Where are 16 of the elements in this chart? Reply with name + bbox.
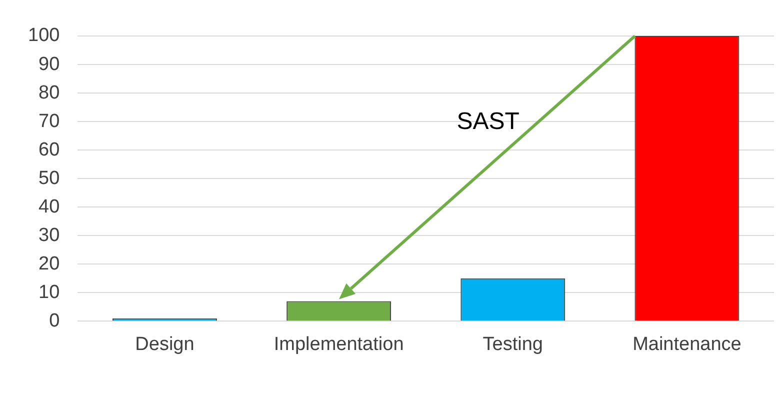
y-tick-label: 100 <box>28 25 60 46</box>
y-tick-label: 30 <box>38 224 60 246</box>
y-tick-label: 70 <box>38 110 60 132</box>
x-tick-label: Testing <box>482 334 543 355</box>
y-tick-label: 60 <box>38 139 60 160</box>
y-tick-label: 20 <box>38 253 60 274</box>
y-tick-label: 80 <box>38 82 60 104</box>
y-tick-label: 0 <box>49 310 60 332</box>
x-tick-label: Maintenance <box>632 334 742 355</box>
y-tick-label: 50 <box>38 168 60 189</box>
y-tick-label: 40 <box>38 196 60 218</box>
y-tick-label: 10 <box>38 282 60 303</box>
x-tick-label: Design <box>135 334 194 355</box>
x-tick-label: Implementation <box>274 334 404 355</box>
y-tick-label: 90 <box>38 54 60 75</box>
annotation: SAST <box>456 108 520 136</box>
